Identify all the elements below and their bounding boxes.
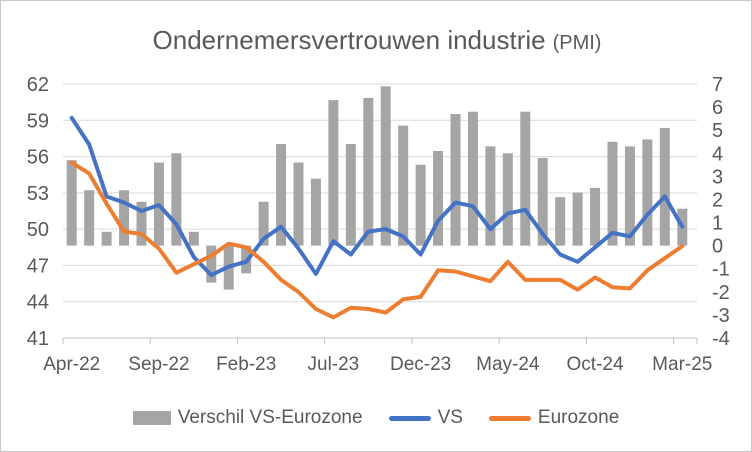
legend-item-eurozone: Eurozone <box>488 407 620 429</box>
eurozone-line-swatch-icon <box>488 415 531 421</box>
bar-verschil <box>66 160 77 246</box>
y-axis-right-label: 2 <box>712 189 723 211</box>
bar-verschil <box>502 153 513 246</box>
y-axis-right-label: 0 <box>712 236 723 258</box>
bar-verschil <box>293 162 304 246</box>
bar-verschil <box>119 190 130 246</box>
x-axis-label: Mar-25 <box>652 354 712 375</box>
vs-line-swatch-icon <box>388 415 431 421</box>
chart-title-main: Ondernemersvertrouwen industrie <box>153 25 546 55</box>
y-axis-left-label: 50 <box>27 219 49 241</box>
bar-verschil <box>572 192 583 246</box>
y-axis-right-label: -2 <box>712 282 730 304</box>
bar-verschil <box>415 164 426 246</box>
x-axis-label: Dec-23 <box>390 354 451 375</box>
legend: Verschil VS-Eurozone VS Eurozone <box>1 402 751 434</box>
x-axis-label: May-24 <box>476 354 540 375</box>
line-eurozone <box>69 160 685 320</box>
bar-verschil <box>537 157 548 246</box>
y-axis-right-label: -4 <box>712 328 730 350</box>
y-axis-right-label: 1 <box>712 213 723 235</box>
y-axis-left-label: 53 <box>27 183 49 205</box>
x-axis-label: Jul-23 <box>308 354 360 375</box>
x-axis-label: Feb-23 <box>216 354 276 375</box>
bar-verschil <box>590 187 601 246</box>
bar-verschil <box>555 197 566 246</box>
verschil-bar-swatch-icon <box>132 411 171 425</box>
bar-verschil <box>206 245 217 283</box>
bar-verschil <box>659 127 670 246</box>
legend-item-verschil: Verschil VS-Eurozone <box>132 407 363 429</box>
bar-verschil <box>624 146 635 246</box>
bar-verschil <box>188 231 199 246</box>
legend-label-eurozone: Eurozone <box>537 407 620 428</box>
bar-verschil <box>380 86 391 246</box>
bar-verschil <box>607 141 618 246</box>
bar-verschil <box>345 144 356 246</box>
y-axis-right-label: 3 <box>712 166 723 188</box>
bar-verschil <box>101 231 112 246</box>
x-axis-label: Oct-24 <box>567 354 624 375</box>
y-axis-left-label: 59 <box>27 110 49 132</box>
bar-verschil <box>433 150 444 246</box>
y-axis-right-label: 7 <box>712 74 723 96</box>
bar-verschil <box>328 100 339 246</box>
y-axis-left-label: 56 <box>27 147 49 169</box>
bar-verschil <box>310 178 321 246</box>
y-axis-left-label: 44 <box>27 292 49 314</box>
y-axis-left-label: 41 <box>27 328 49 350</box>
y-axis-right-label: -3 <box>712 305 730 327</box>
bar-verschil <box>136 201 147 246</box>
y-axis-right-label: 4 <box>712 143 723 165</box>
y-axis-right-label: -1 <box>712 259 730 281</box>
line-vs <box>69 115 685 278</box>
bar-verschil <box>84 190 95 246</box>
chart-title-suffix: (PMI) <box>553 32 602 54</box>
bar-verschil <box>467 111 478 246</box>
bar-verschil <box>520 111 531 246</box>
x-axis-label: Apr-22 <box>43 354 100 375</box>
bar-verschil <box>363 97 374 246</box>
y-axis-right-label: 5 <box>712 120 723 142</box>
y-axis-right-label: 6 <box>712 97 723 119</box>
legend-label-verschil: Verschil VS-Eurozone <box>177 407 363 428</box>
legend-label-vs: VS <box>437 407 463 428</box>
y-axis-left-label: 62 <box>27 74 49 96</box>
y-axis-left-label: 47 <box>27 255 49 277</box>
bar-verschil <box>258 201 269 246</box>
bar-verschil <box>398 125 409 246</box>
legend-item-vs: VS <box>388 407 463 429</box>
bar-verschil <box>485 146 496 246</box>
bar-verschil <box>642 139 653 246</box>
chart-title: Ondernemersvertrouwen industrie (PMI) <box>153 25 602 55</box>
bar-verschil <box>171 153 182 246</box>
bar-verschil <box>450 114 461 246</box>
bar-verschil <box>276 144 287 246</box>
x-axis-label: Sep-22 <box>128 354 189 375</box>
